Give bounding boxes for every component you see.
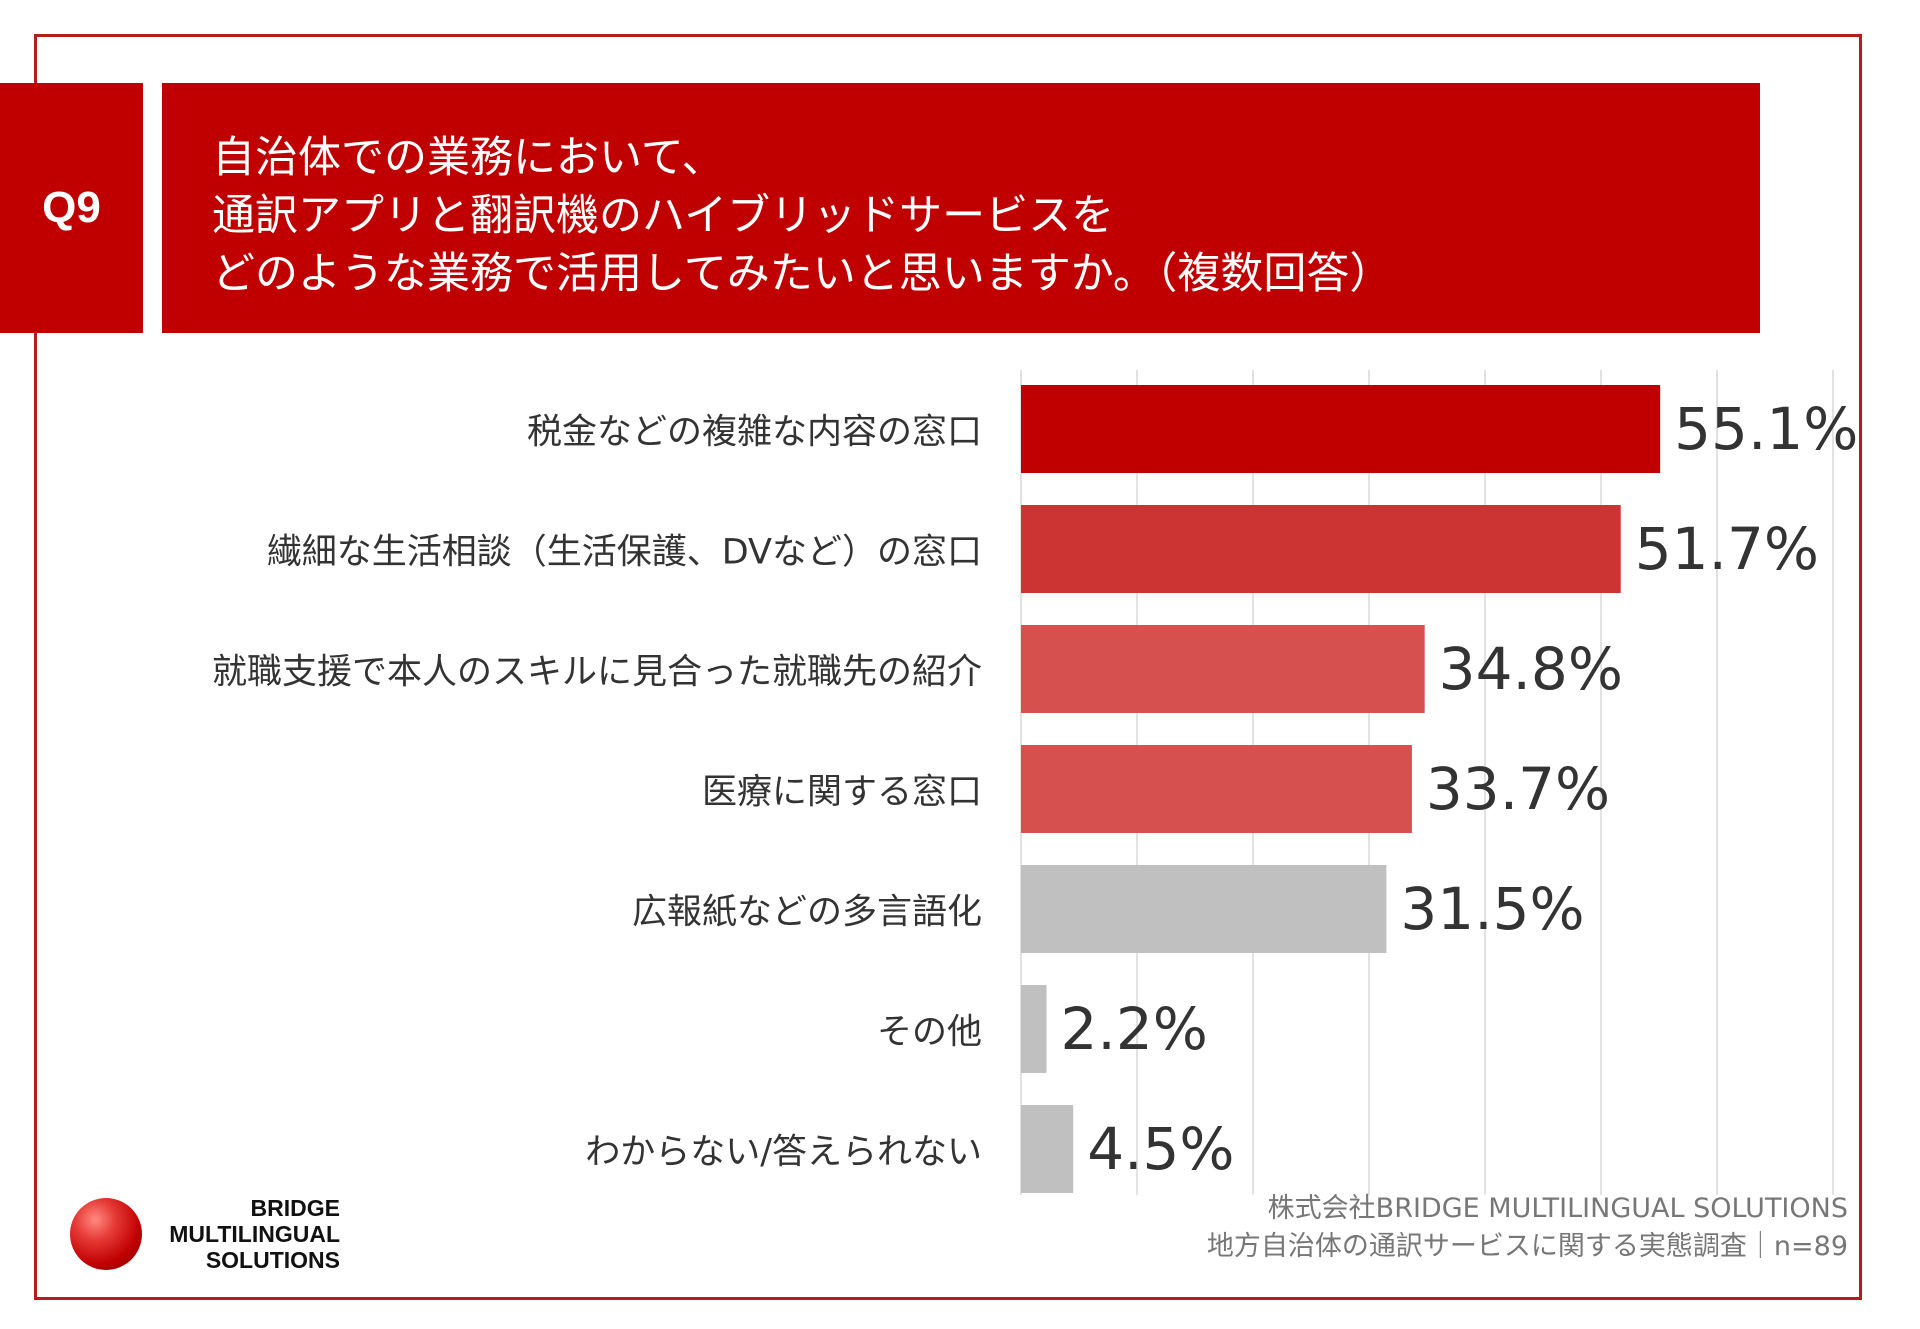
credit-survey: 地方自治体の通訳サービスに関する実態調査｜n=89 xyxy=(1207,1228,1848,1266)
bar-7 xyxy=(1021,1105,1073,1193)
bar-1 xyxy=(1021,385,1660,473)
credit-company: 株式会社BRIDGE MULTILINGUAL SOLUTIONS xyxy=(1207,1190,1848,1228)
company-logo: BRIDGE MULTILINGUAL SOLUTIONS xyxy=(70,1195,340,1275)
value-label-7: 4.5% xyxy=(1087,1115,1234,1183)
logo-ball-icon xyxy=(70,1198,142,1270)
bar-5 xyxy=(1021,865,1386,953)
bar-chart: 55.1% 51.7%34.8% 33.7% 31.5% 2.2% 4.5% xyxy=(0,0,1920,1329)
logo-text-line-3: SOLUTIONS xyxy=(169,1247,340,1273)
value-label-4: 33.7% xyxy=(1426,755,1610,823)
value-label-2: 51.7% xyxy=(1635,515,1819,583)
bar-2 xyxy=(1021,505,1621,593)
bar-4 xyxy=(1021,745,1412,833)
source-credit: 株式会社BRIDGE MULTILINGUAL SOLUTIONS 地方自治体の… xyxy=(1207,1190,1848,1266)
bar-6 xyxy=(1021,985,1047,1073)
logo-text-line-1: BRIDGE xyxy=(169,1195,340,1221)
bar-3 xyxy=(1021,625,1425,713)
value-label-3: 34.8% xyxy=(1439,635,1623,703)
logo-text-line-2: MULTILINGUAL xyxy=(169,1221,340,1247)
value-label-5: 31.5% xyxy=(1400,875,1584,943)
logo-text: BRIDGE MULTILINGUAL SOLUTIONS xyxy=(169,1195,340,1273)
value-label-1: 55.1% xyxy=(1674,395,1858,463)
value-label-6: 2.2% xyxy=(1061,995,1208,1063)
